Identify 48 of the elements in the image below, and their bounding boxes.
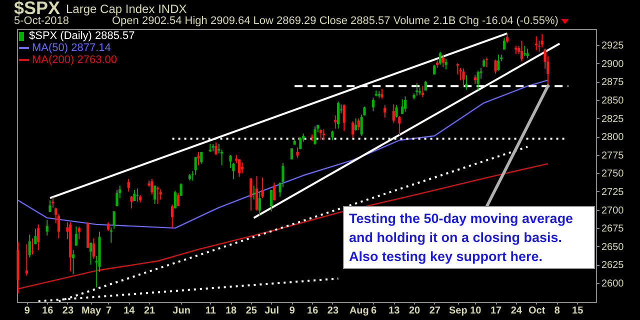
- x-tick-label: 6: [370, 306, 377, 316]
- y-tick-label: 2725: [602, 186, 624, 198]
- x-tick-label: Jul: [264, 306, 280, 316]
- y-tick-label: 2700: [602, 205, 624, 216]
- x-tick-label: May: [82, 306, 102, 316]
- x-tick-label: 8: [554, 306, 560, 316]
- x-tick-label: 18: [225, 306, 238, 316]
- legend-label: $SPX (Daily) 2885.57: [29, 30, 135, 42]
- x-tick-label: 9: [24, 306, 30, 316]
- y-tick-label: 2925: [602, 40, 624, 52]
- x-tick-label: 13: [388, 306, 400, 316]
- x-tick-label: 9: [289, 306, 296, 316]
- x-tick-label: 10: [470, 306, 482, 316]
- y-tick-label: 2625: [602, 260, 624, 272]
- x-tick-label: 16: [42, 306, 54, 316]
- x-tick-label: 21: [144, 306, 156, 316]
- x-tick-label: 25: [246, 306, 258, 316]
- legend-label: MA(200) 2763.00: [32, 54, 117, 66]
- text: Open 2902.54 High 2909.64 Low 2869.29 Close 2885.57 Volume 2.1B Chg -16.04 (-0.55%): [112, 15, 560, 27]
- legend-label: MA(50) 2877.14: [32, 42, 111, 54]
- x-tick-label: 23: [327, 306, 339, 316]
- x-tick-label: 23: [62, 306, 74, 316]
- chart-subtitle: Large Cap Index INDX: [66, 2, 187, 16]
- x-tick-label: Sep: [449, 306, 468, 316]
- x-tick-label: Aug: [349, 306, 369, 316]
- x-tick-label: 7: [106, 306, 112, 316]
- x-tick-label: 24: [510, 306, 522, 316]
- y-tick-label: 2675: [602, 224, 624, 235]
- x-tick-label: 27: [429, 306, 441, 316]
- y-tick-label: 2600: [602, 278, 624, 290]
- x-tick-label: 14: [124, 306, 136, 316]
- y-tick-label: 2750: [602, 168, 624, 180]
- x-tick-label: 20: [408, 306, 420, 316]
- x-tick-label: 11: [205, 306, 216, 316]
- y-tick-label: 2900: [602, 58, 624, 70]
- x-tick-label: 16: [307, 306, 319, 316]
- x-tick-label: Jun: [172, 306, 190, 316]
- y-tick-label: 2800: [602, 132, 624, 144]
- x-tick-label: 15: [572, 306, 584, 316]
- y-tick-label: 2850: [602, 95, 624, 106]
- y-tick-label: 2825: [602, 114, 624, 125]
- text: 5-Oct-2018: [14, 15, 70, 27]
- y-tick-label: 2875: [602, 77, 624, 88]
- x-tick-label: Oct: [528, 306, 546, 316]
- y-tick-label: 2650: [602, 242, 624, 253]
- annotation: Testing the 50-day moving average and holding it on a closing basis. Also testing key support here.: [343, 206, 595, 269]
- x-tick-label: 17: [490, 306, 502, 316]
- y-tick-label: 2775: [602, 150, 624, 162]
